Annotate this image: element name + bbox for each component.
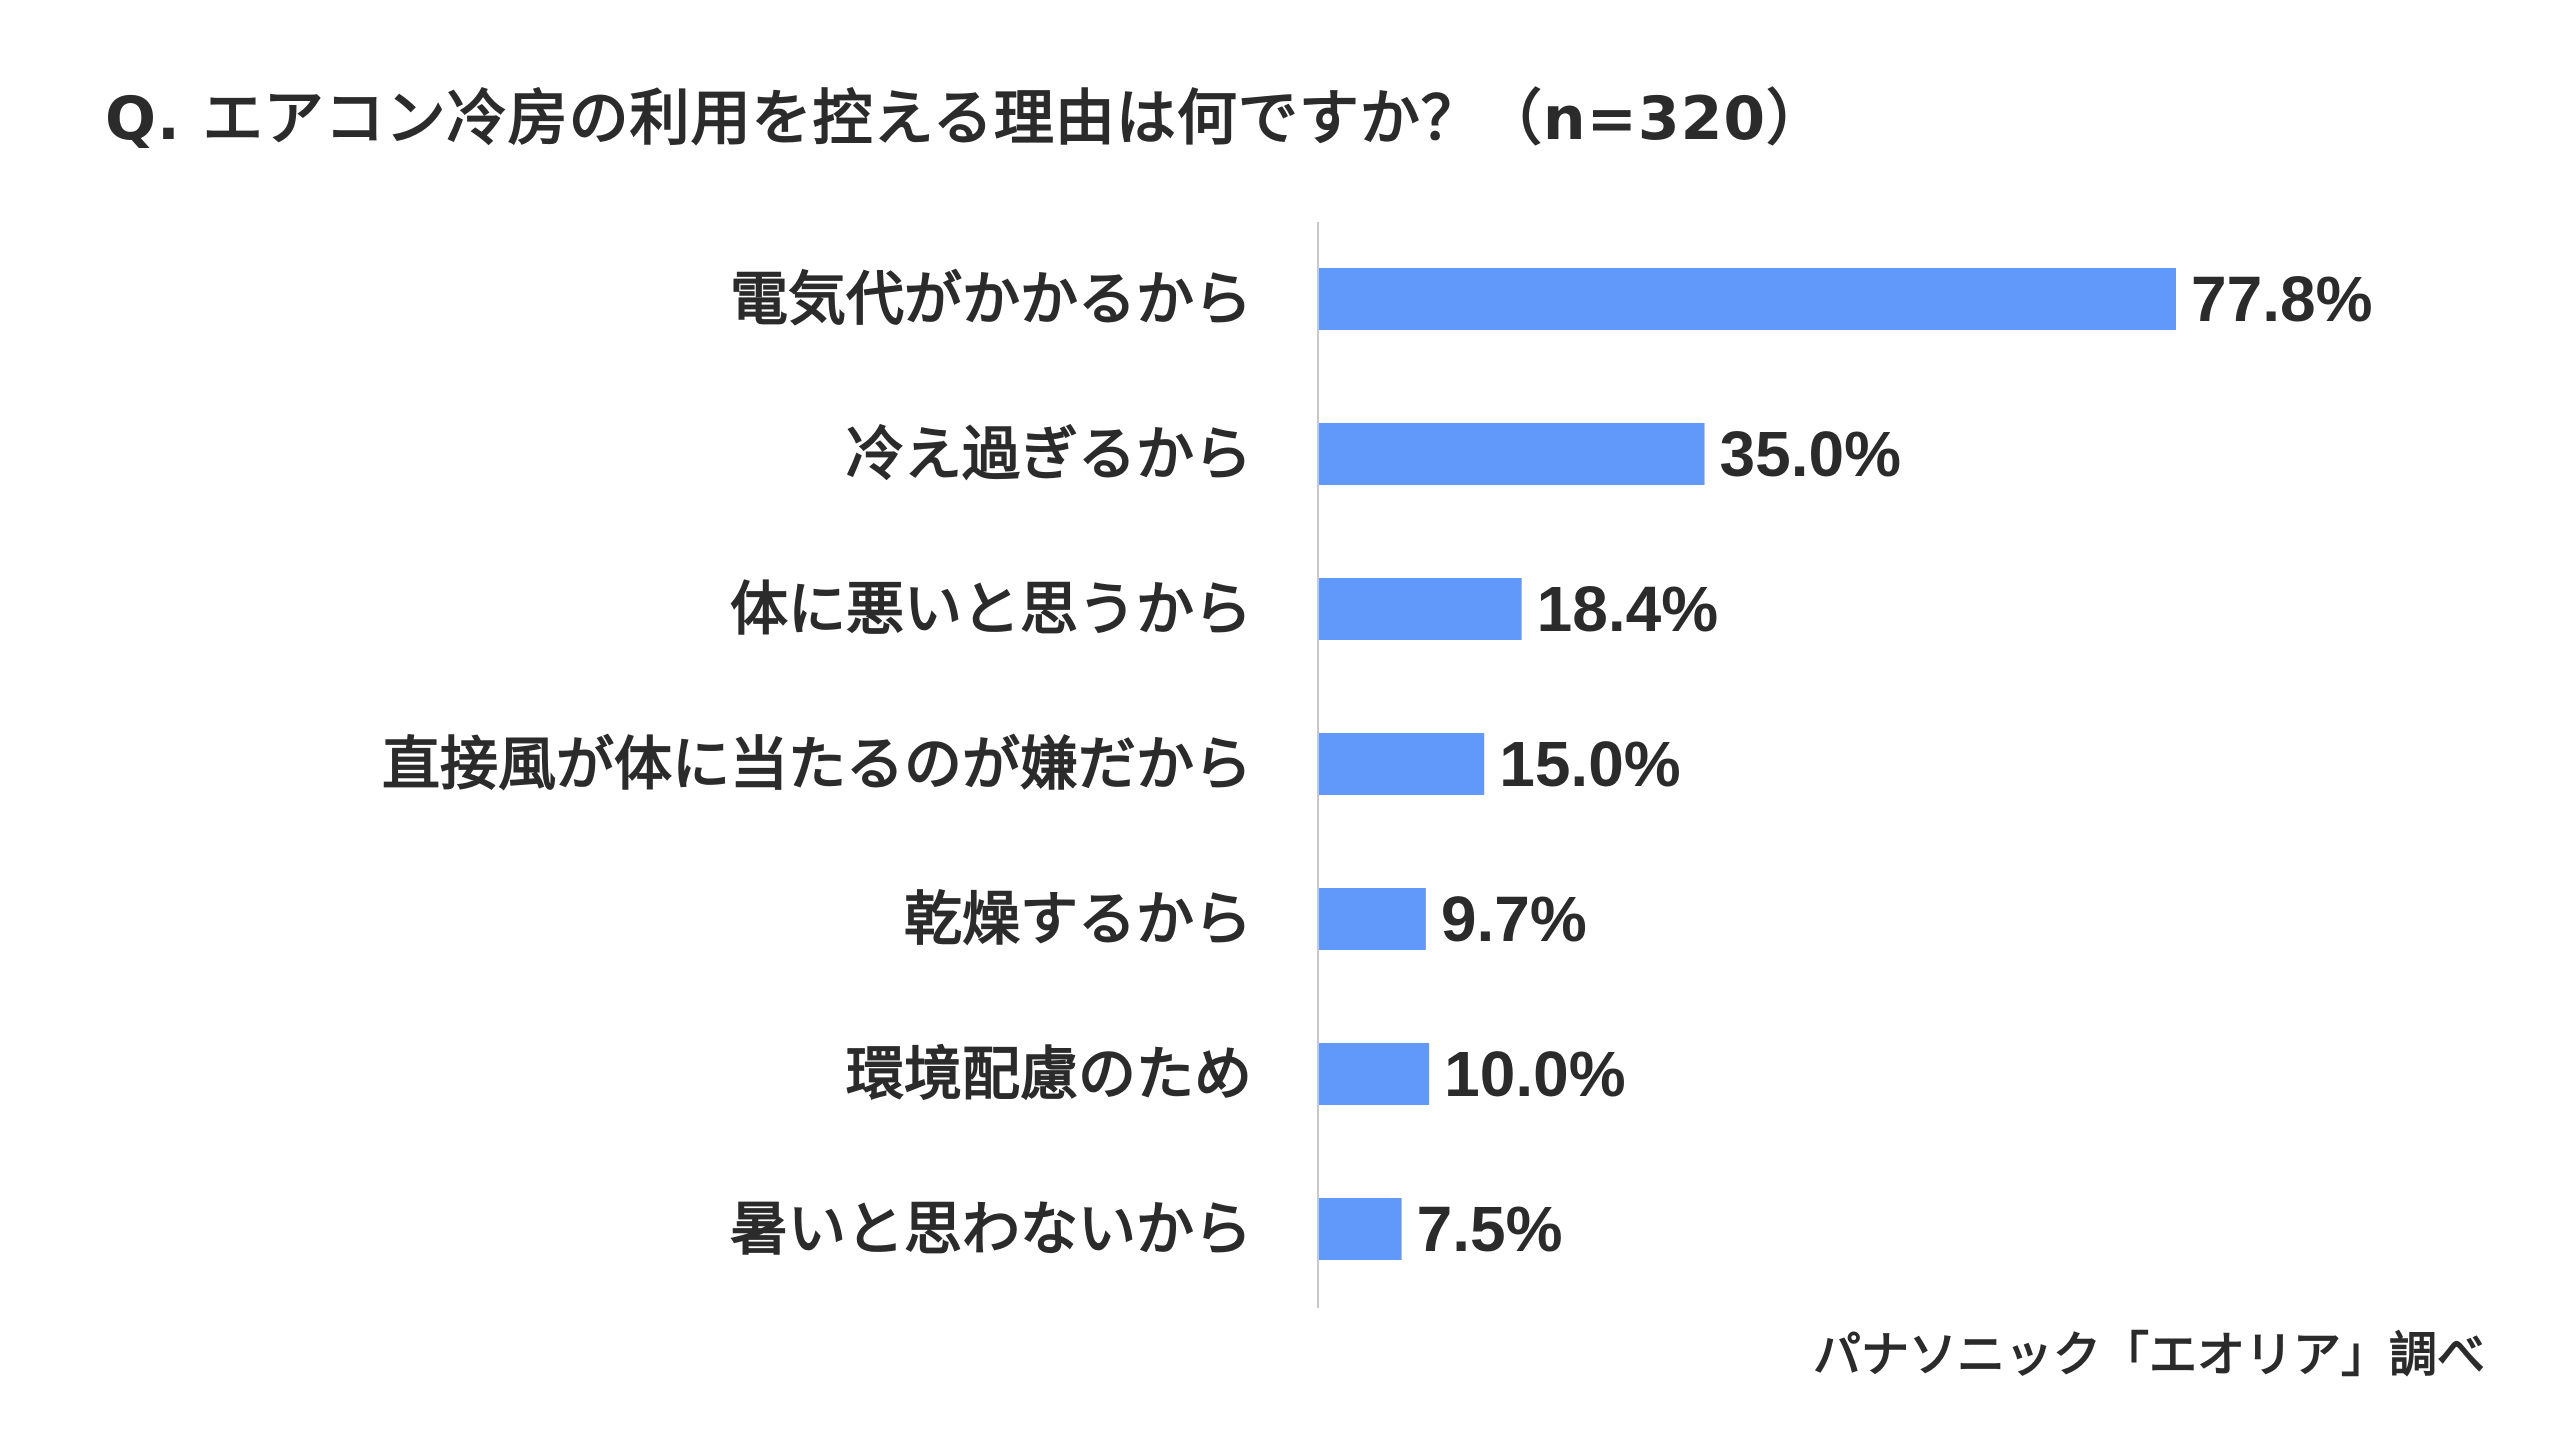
category-label: 電気代がかかるから (730, 265, 1252, 333)
category-label: 乾燥するから (904, 885, 1252, 953)
bar (1319, 268, 2176, 330)
bar (1319, 733, 1485, 795)
source-note: パナソニック「エオリア」調べ (1812, 1327, 2485, 1383)
category-labels: 電気代がかかるから冷え過ぎるから体に悪いと思うから直接風が体に当たるのが嫌だから… (382, 265, 1252, 1263)
bar (1319, 423, 1705, 485)
data-label: 15.0% (1499, 728, 1680, 800)
category-label: 冷え過ぎるから (846, 420, 1252, 488)
category-label: 直接風が体に当たるのが嫌だから (382, 730, 1252, 798)
data-label: 10.0% (1444, 1038, 1625, 1110)
chart-title: Q. エアコン冷房の利用を控える理由は何ですか？（n=320） (105, 84, 1828, 154)
bar (1319, 1198, 1402, 1260)
category-label: 暑いと思わないから (730, 1195, 1252, 1263)
category-label: 体に悪いと思うから (730, 575, 1252, 643)
bars (1319, 268, 2176, 1260)
bar (1319, 578, 1522, 640)
bar (1319, 888, 1426, 950)
data-label: 7.5% (1417, 1193, 1563, 1265)
data-label: 77.8% (2191, 263, 2372, 335)
data-label: 35.0% (1720, 418, 1901, 490)
category-label: 環境配慮のため (846, 1040, 1252, 1108)
data-label: 18.4% (1537, 573, 1718, 645)
data-labels: 77.8% 35.0% 18.4% 15.0% 9.7% 10.0% 7.5% (1417, 263, 2373, 1265)
bar (1319, 1043, 1430, 1105)
data-label: 9.7% (1441, 883, 1587, 955)
